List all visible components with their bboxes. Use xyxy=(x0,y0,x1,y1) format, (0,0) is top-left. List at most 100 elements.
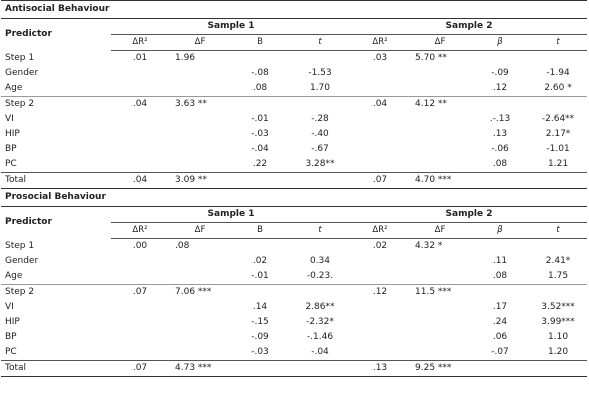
column-header: ΔF xyxy=(169,222,231,239)
table-cell xyxy=(351,81,409,97)
table-cell xyxy=(111,66,169,81)
column-header: ΔF xyxy=(409,34,471,51)
table-cell xyxy=(351,300,409,315)
table-cell: -.06 xyxy=(491,144,509,154)
table-cell: .04 xyxy=(351,96,409,112)
column-header: t xyxy=(289,222,351,239)
table-cell xyxy=(289,51,351,67)
table-cell: -.01 xyxy=(251,271,269,281)
table-cell: 1.10 xyxy=(548,332,569,342)
table-cell: 2.17* xyxy=(545,129,571,139)
table-cell: 1.21 xyxy=(548,159,569,169)
table-cell xyxy=(289,96,351,112)
table-cell xyxy=(289,239,351,255)
table-cell xyxy=(529,239,587,255)
table-cell: .03 xyxy=(372,53,388,63)
table-cell xyxy=(351,157,409,173)
column-header: B xyxy=(231,34,289,51)
table-cell: .08 xyxy=(252,83,268,93)
row-label: Total xyxy=(1,360,111,377)
predictor-header: Predictor xyxy=(5,29,52,40)
table-cell: 1.75 xyxy=(548,271,569,281)
table-cell xyxy=(111,112,169,127)
table-row: Age -.01 -0.23. .08 1.75 xyxy=(1,269,587,285)
table-cell: .22 xyxy=(252,159,268,169)
table-cell xyxy=(529,284,588,300)
table-cell xyxy=(231,239,289,255)
table-cell xyxy=(409,66,471,81)
table-cell xyxy=(231,96,289,112)
table-row: Total .07 4.73 *** .13 9.25 *** xyxy=(1,360,588,377)
column-header: ΔR² xyxy=(111,34,169,51)
table-cell xyxy=(169,254,231,269)
column-header: t xyxy=(529,222,588,239)
table-cell: 3.99*** xyxy=(541,317,575,327)
table-cell: -.08 xyxy=(251,68,269,78)
table-cell: -.1.46 xyxy=(306,332,334,342)
table-cell xyxy=(169,112,231,127)
table-cell: 4.12 ** xyxy=(409,96,471,112)
table-cell: 11.5 *** xyxy=(409,284,471,300)
sample2-header: Sample 2 xyxy=(351,206,588,223)
table-cell xyxy=(111,300,169,315)
table-cell: 3.63 ** xyxy=(169,96,231,112)
table-cell xyxy=(169,127,231,142)
table-cell xyxy=(231,51,289,67)
table-cell xyxy=(169,81,231,97)
table-cell xyxy=(169,157,231,173)
table-cell: .13 xyxy=(492,129,508,139)
table-cell: .08 xyxy=(175,241,190,251)
table-cell xyxy=(351,112,409,127)
section-title: Prosocial Behaviour xyxy=(1,188,588,207)
table-row: BP -.09 -.1.46 .06 1.10 xyxy=(1,330,587,345)
table-cell xyxy=(111,157,169,173)
row-label: Step 2 xyxy=(1,96,111,112)
sample1-header: Sample 1 xyxy=(111,18,351,35)
table-cell xyxy=(169,66,231,81)
table-cell: 1.70 xyxy=(309,83,331,93)
table-cell: -1.53 xyxy=(308,68,332,78)
row-label: VI xyxy=(5,114,14,124)
table-row: Age .08 1.70 .12 2.60 * xyxy=(1,81,587,97)
table-cell: -.03 xyxy=(251,347,269,357)
table-cell xyxy=(289,172,351,189)
table-cell xyxy=(169,315,231,330)
table-cell xyxy=(111,142,169,157)
table-cell xyxy=(231,284,289,300)
table-cell: .17 xyxy=(492,302,508,312)
table-cell: -.01 xyxy=(251,114,269,124)
row-label: Gender xyxy=(5,68,39,78)
table-row: PC -.03 -.04 -.07 1.20 xyxy=(1,345,587,361)
table-row: Gender -.08 -1.53 -.09 -1.94 xyxy=(1,66,587,81)
section-title-row: Prosocial Behaviour xyxy=(1,188,588,207)
table-row: PC .22 3.28** .08 1.21 xyxy=(1,157,587,173)
table-cell: 0.34 xyxy=(309,256,331,266)
column-header: ΔF xyxy=(409,222,471,239)
table-cell xyxy=(409,127,471,142)
table-cell xyxy=(231,360,289,377)
table-cell xyxy=(409,157,471,173)
sample1-header: Sample 1 xyxy=(111,206,351,223)
table-cell xyxy=(409,315,471,330)
table-row: BP -.04 -.67 -.06 -1.01 xyxy=(1,142,587,157)
table-cell: 3.52*** xyxy=(541,302,575,312)
table-cell xyxy=(471,284,529,300)
table-cell: .08 xyxy=(492,271,508,281)
column-header: ΔF xyxy=(169,34,231,51)
table-cell xyxy=(471,51,529,67)
table-cell xyxy=(231,172,289,189)
table-cell xyxy=(169,269,231,285)
table-cell xyxy=(111,330,169,345)
table-cell: -.15 xyxy=(251,317,269,327)
row-label: Gender xyxy=(5,256,39,266)
section-title: Antisocial Behaviour xyxy=(1,0,588,19)
table-row: VI -.01 -.28 .-.13 -2.64** xyxy=(1,112,587,127)
table-cell xyxy=(111,345,169,361)
table-row: Gender .02 0.34 .11 2.41* xyxy=(1,254,587,269)
table-cell xyxy=(169,300,231,315)
table-cell: -.40 xyxy=(311,129,329,139)
table-cell: .13 xyxy=(351,360,409,377)
table-cell xyxy=(111,127,169,142)
table-cell: 1.96 xyxy=(175,53,196,63)
table-cell: .06 xyxy=(492,332,508,342)
